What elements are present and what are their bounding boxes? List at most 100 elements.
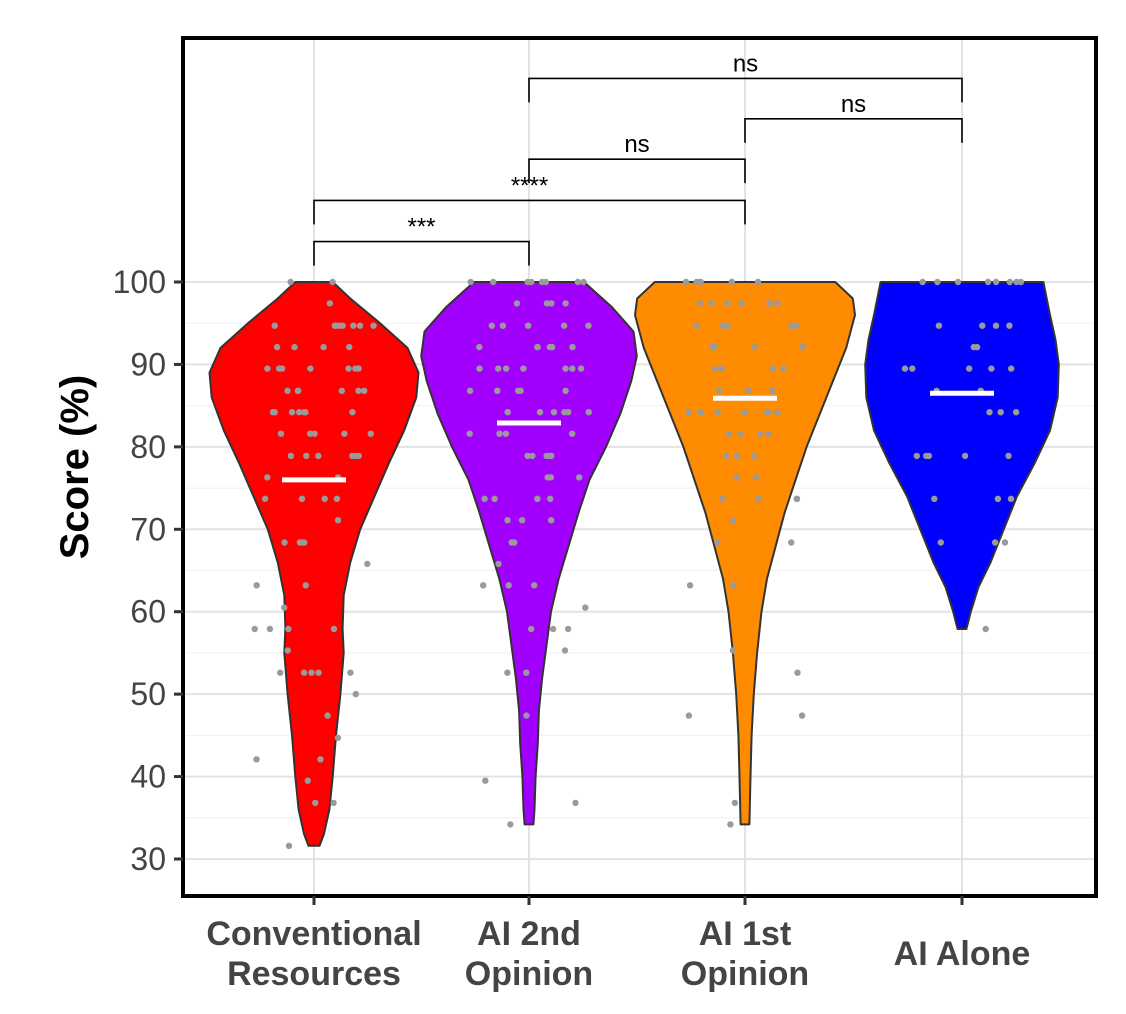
plot-frame (181, 36, 1098, 898)
data-point (550, 409, 558, 416)
data-point (370, 322, 377, 329)
data-point (685, 712, 693, 719)
data-point (997, 409, 1004, 416)
data-point (306, 430, 314, 437)
data-point (576, 474, 583, 481)
data-point (934, 278, 941, 286)
data-point (287, 278, 294, 286)
bracket-line (313, 199, 746, 225)
data-point (719, 495, 726, 502)
bracket: ns (744, 91, 963, 143)
data-point (303, 452, 310, 460)
data-point (502, 430, 510, 437)
data-point (724, 300, 731, 307)
y-axis-label: Score (%) (53, 375, 97, 560)
data-point (495, 365, 502, 372)
data-point (488, 322, 495, 329)
data-point (562, 365, 569, 372)
data-point (696, 278, 703, 286)
data-point (935, 322, 943, 329)
data-point (572, 799, 579, 807)
data-point (304, 777, 311, 784)
data-point (338, 387, 345, 394)
data-point (284, 647, 291, 654)
data-point (788, 322, 795, 329)
significance-label: *** (407, 214, 435, 241)
data-point (913, 452, 920, 460)
data-point (352, 452, 359, 460)
data-point (315, 669, 322, 676)
data-point (524, 322, 532, 329)
data-point (549, 343, 556, 351)
data-point (766, 300, 773, 307)
data-point (490, 278, 497, 286)
data-point (315, 452, 322, 460)
data-point (339, 322, 346, 329)
data-point (988, 365, 995, 372)
data-point (253, 582, 260, 589)
data-point (277, 669, 284, 676)
data-point (504, 409, 511, 416)
data-point (295, 387, 302, 394)
data-point (302, 582, 309, 589)
y-tick-label: 40 (130, 759, 166, 795)
x-tick-label-line: AI 1st (699, 915, 792, 953)
data-point (744, 387, 752, 394)
y-tick-label: 30 (130, 841, 166, 877)
data-point (901, 365, 909, 372)
data-point (534, 343, 541, 351)
data-point (754, 278, 762, 286)
jitter-points (251, 278, 1025, 849)
data-point (730, 517, 737, 524)
significance-label: ns (733, 50, 758, 77)
data-point (755, 495, 762, 502)
data-point (585, 409, 592, 416)
x-tick-label: Conventional Resources (206, 915, 421, 993)
data-point (320, 343, 327, 351)
data-point (733, 474, 741, 481)
data-point (723, 452, 730, 460)
data-point (356, 322, 364, 329)
data-point (524, 452, 531, 460)
data-point (296, 409, 303, 416)
data-point (346, 343, 353, 351)
x-tick-label-line: Opinion (681, 955, 809, 993)
data-point (345, 365, 352, 372)
data-point (285, 625, 292, 633)
data-point (491, 495, 498, 502)
data-point (529, 452, 536, 460)
data-point (738, 300, 745, 307)
data-point (682, 278, 690, 286)
data-point (334, 734, 342, 741)
significance-brackets: ******* ns ns ns (313, 50, 963, 266)
data-point (562, 300, 569, 307)
data-point (504, 517, 511, 524)
data-point (548, 300, 555, 307)
x-tick-label: AI Alone (894, 935, 1031, 973)
data-point (284, 387, 291, 394)
data-point (287, 452, 295, 460)
data-point (277, 430, 285, 437)
data-point (285, 842, 293, 849)
significance-label: ns (841, 91, 866, 118)
data-point (264, 365, 271, 372)
data-point (511, 539, 518, 546)
data-point (347, 669, 354, 676)
data-point (793, 495, 800, 502)
data-point (330, 625, 338, 633)
data-point (954, 278, 962, 286)
data-point (798, 712, 806, 719)
data-point (992, 322, 1000, 329)
data-point (730, 582, 737, 589)
bracket: ns (528, 50, 963, 103)
data-point (499, 322, 507, 329)
x-tick-label: AI 1st Opinion (681, 915, 809, 993)
data-point (931, 495, 938, 502)
data-point (542, 278, 549, 286)
data-point (585, 322, 592, 329)
data-point (1005, 452, 1012, 460)
data-point (937, 539, 944, 546)
data-point (543, 300, 551, 307)
data-point (580, 278, 587, 286)
data-point (564, 625, 572, 633)
